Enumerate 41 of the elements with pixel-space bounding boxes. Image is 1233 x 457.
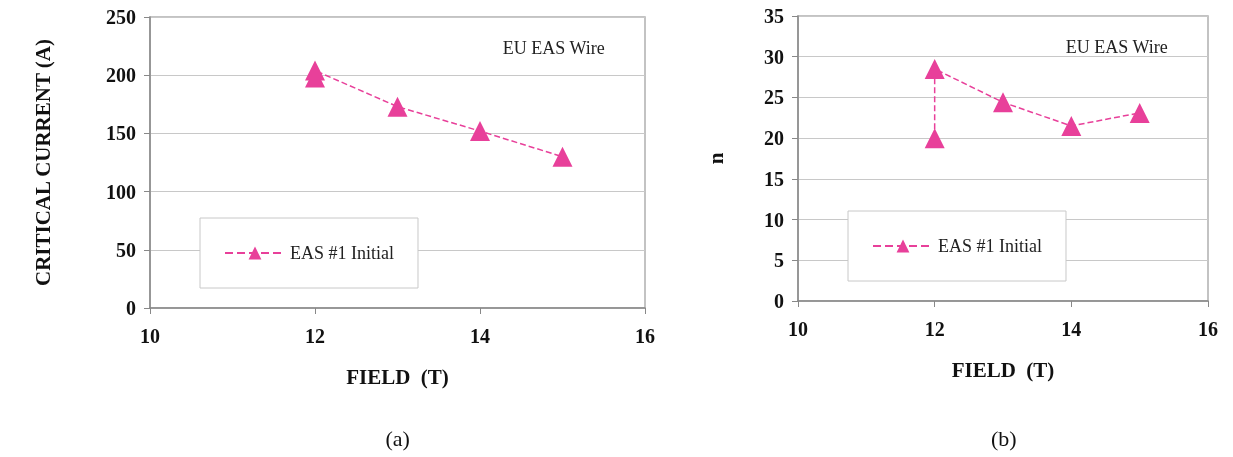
x-tick-label: 14 [1061, 318, 1082, 340]
point [924, 128, 945, 149]
legend-label: EAS #1 Initial [290, 243, 394, 263]
x-axis-title: FIELD (T) [346, 364, 449, 389]
x-tick-label: 10 [788, 318, 808, 340]
y-axis-title: CRITICAL CURRENT (A) [31, 39, 55, 286]
y-tick-label: 200 [106, 64, 136, 87]
y-tick-label: 15 [764, 167, 784, 190]
point [1061, 115, 1082, 136]
point [387, 96, 408, 117]
annotation: EU EAS Wire [1065, 37, 1168, 57]
y-tick-label: 35 [764, 5, 784, 27]
y-tick-label: 100 [106, 180, 136, 203]
x-tick-label: 10 [140, 325, 160, 347]
point [470, 121, 490, 142]
annotation: EU EAS Wire [502, 38, 605, 58]
y-tick-label: 250 [106, 6, 136, 28]
legend-label: EAS #1 Initial [938, 236, 1042, 256]
point [305, 60, 325, 81]
y-tick-label: 0 [774, 290, 784, 312]
y-axis-title: n [704, 152, 728, 165]
x-tick-label: 12 [305, 325, 325, 347]
y-tick-label: 0 [126, 297, 136, 319]
point [924, 58, 945, 79]
y-tick-label: 5 [774, 249, 784, 272]
y-tick-label: 30 [764, 45, 784, 68]
x-tick-label: 14 [470, 325, 490, 347]
y-tick-label: 150 [106, 122, 136, 145]
point [993, 92, 1013, 113]
y-tick-label: 25 [764, 86, 784, 109]
text: (a) [385, 425, 410, 451]
text: (b) [991, 425, 1017, 451]
point [552, 146, 573, 167]
x-tick-label: 16 [635, 325, 655, 347]
x-tick-label: 12 [924, 318, 945, 340]
x-axis-title: FIELD (T) [951, 357, 1055, 382]
y-tick-label: 10 [764, 208, 784, 231]
point [1129, 102, 1150, 123]
x-tick-label: 16 [1198, 318, 1218, 340]
y-tick-label: 50 [116, 238, 136, 261]
y-tick-label: 20 [764, 127, 784, 150]
